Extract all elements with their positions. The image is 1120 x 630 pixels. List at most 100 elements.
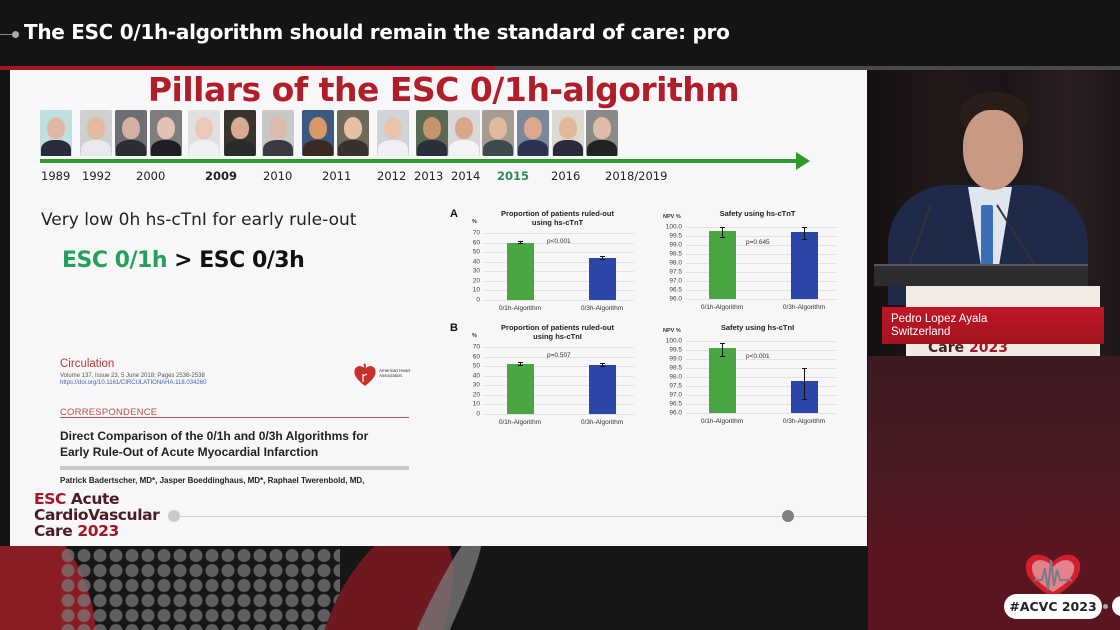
video-progress-bar[interactable] (0, 66, 1120, 70)
portrait-photo (377, 110, 409, 156)
y-tick: 98.5 (669, 364, 682, 372)
y-tick: 100.0 (665, 337, 682, 345)
timeline-year: 2011 (322, 169, 352, 183)
gridline (686, 368, 836, 369)
logo-esc: ESC (34, 490, 66, 508)
bar (589, 257, 616, 300)
p-value: p<0.001 (547, 237, 571, 245)
congress-logo: ESC Acute CardioVascular Care 2023 (34, 490, 160, 540)
portrait-photo (262, 110, 294, 156)
y-tick: 98.5 (669, 250, 682, 258)
presentation-slide: Pillars of the ESC 0/1h-algorithm 1989 19… (10, 70, 867, 546)
gridline (686, 254, 836, 255)
y-tick: 96.5 (669, 286, 682, 294)
y-axis-label: NPV % (663, 328, 681, 334)
y-tick: 0 (476, 410, 480, 418)
decorative-dots (60, 548, 340, 630)
y-tick: 100.0 (665, 223, 682, 231)
timeline-year: 2009 (205, 169, 238, 183)
gridline (686, 350, 836, 351)
gridline (484, 280, 634, 282)
podium-sign: Care 2023 (928, 340, 1008, 356)
y-tick: 97.5 (669, 268, 682, 276)
plot-area: 0 10 20 30 40 50 60 70 0/1h-Algorithm 0/3h-Algori… (473, 230, 634, 312)
p-value: p=0.507 (547, 351, 571, 359)
gridline (484, 385, 634, 387)
timeline-year: 1992 (82, 169, 112, 183)
portrait-photo (188, 110, 220, 156)
section-divider (60, 417, 409, 418)
presenter-info: Pedro Lopez Ayala Switzerland (891, 313, 987, 339)
portrait-photo (40, 110, 72, 156)
y-tick: 10 (472, 400, 480, 408)
y-tick: 40 (472, 258, 480, 266)
event-background (0, 546, 1120, 630)
x-tick: 0/3h-Algorithm (782, 304, 826, 311)
slide-track-start-dot-icon (168, 510, 180, 522)
x-tick: 0/1h-Algorithm (700, 304, 744, 311)
x-tick: 0/3h-Algorithm (782, 418, 826, 425)
gridline (686, 227, 836, 228)
portrait-photo (337, 110, 369, 156)
p-value: p=0.645 (746, 239, 770, 246)
slide-title: Pillars of the ESC 0/1h-algorithm (147, 70, 740, 109)
bar (589, 365, 616, 414)
bar (507, 364, 534, 414)
gridline (686, 245, 836, 246)
timeline-year: 2010 (263, 169, 293, 183)
gridline (484, 404, 634, 406)
podium-sign-care: Care (928, 340, 969, 356)
portrait-photo (586, 110, 618, 156)
gridline (686, 236, 836, 237)
gridline (686, 386, 836, 387)
gridline (484, 252, 634, 254)
bar (709, 230, 736, 299)
y-axis-label: NPV % (663, 214, 681, 220)
bar (507, 242, 534, 300)
timeline-year: 2015 (497, 169, 530, 183)
bar-chart: Safety using hs-cTnT NPV % 96.0 96.5 97.0 97.… (650, 208, 845, 326)
error-bar (518, 362, 523, 367)
gridline (686, 272, 836, 273)
session-title: The ESC 0/1h-algorithm should remain the… (24, 20, 730, 44)
gridline (484, 366, 634, 368)
gridline (484, 271, 634, 273)
comparison-operator: > (167, 248, 200, 273)
x-tick: 0/1h-Algorithm (700, 418, 744, 425)
timeline-year: 2014 (451, 169, 481, 183)
podium-top (874, 264, 1088, 286)
gridline (484, 414, 634, 415)
presenter-name-banner: Pedro Lopez Ayala Switzerland (882, 307, 1104, 344)
aha-logo: American Heart Association. (352, 358, 412, 392)
y-tick: 70 (472, 229, 480, 237)
chart-title: Safety using hs-cTnT (719, 209, 796, 218)
portrait-photo (416, 110, 448, 156)
chart-title: Safety using hs-cTnI (720, 323, 795, 332)
slide-track-knob (782, 510, 794, 522)
paper-title-line2: Early Rule-Out of Acute Myocardial Infar… (60, 445, 319, 459)
hashtag-separator-dot-icon (1103, 604, 1108, 609)
hashtag-pill-partial (1112, 596, 1120, 616)
logo-acute: Acute (65, 490, 120, 508)
y-tick: 96.0 (669, 409, 682, 417)
y-tick: 97.5 (669, 382, 682, 390)
y-tick: 97.0 (669, 391, 682, 399)
y-tick: 99.5 (669, 346, 682, 354)
gridline (484, 261, 634, 263)
gridline (686, 395, 836, 396)
y-tick: 99.0 (669, 241, 682, 249)
journal-issue: Volume 137, Issue 23, 5 June 2018; Pages… (60, 373, 205, 379)
error-bar (600, 255, 605, 260)
y-axis-label: % (472, 333, 477, 339)
gridline (484, 347, 634, 348)
algorithm-comparison: ESC 0/1h > ESC 0/3h (62, 248, 305, 273)
logo-care: Care (34, 522, 78, 540)
paper-section: CORRESPONDENCE (60, 407, 158, 418)
gridline (686, 290, 836, 291)
gridline (484, 290, 634, 292)
portrait-photo (302, 110, 334, 156)
y-tick: 50 (472, 362, 480, 370)
slide-bullet: Very low 0h hs-cTnI for early rule-out (41, 210, 357, 230)
bar-chart: B Proportion of patients ruled-out using h… (450, 322, 645, 440)
error-bar (720, 342, 725, 358)
